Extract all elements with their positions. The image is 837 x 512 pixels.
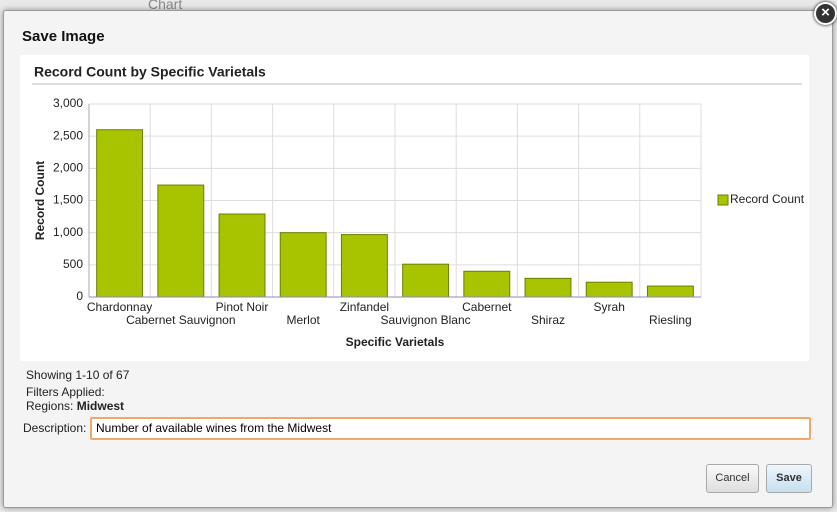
x-tick-label: Syrah bbox=[594, 300, 625, 314]
chart-panel: Record Count by Specific Varietals 0 500 1,… bbox=[20, 55, 809, 361]
filter: Regions: Midwest bbox=[26, 399, 124, 413]
chart: Record Count by Specific Varietals 0 500 1,… bbox=[32, 64, 805, 349]
background-title: Chart bbox=[148, 0, 183, 12]
x-tick-label: Zinfandel bbox=[340, 300, 389, 314]
y-tick-label: 2,000 bbox=[53, 161, 83, 175]
y-tick-label: 1,000 bbox=[53, 225, 83, 239]
filters-heading: Filters Applied: bbox=[26, 385, 105, 399]
legend-swatch bbox=[717, 194, 729, 206]
bar bbox=[340, 234, 388, 298]
x-tick-label: Cabernet bbox=[462, 300, 512, 314]
chart-title: Record Count by Specific Varietals bbox=[34, 64, 266, 80]
legend-label: Record Count bbox=[730, 192, 805, 206]
x-axis-label: Specific Varietals bbox=[346, 335, 445, 349]
filter-value: Midwest bbox=[76, 399, 125, 413]
y-tick-label: 2,500 bbox=[53, 128, 83, 142]
filter-label: Regions: bbox=[26, 399, 74, 413]
x-tick-label: Shiraz bbox=[531, 313, 565, 327]
y-tick-label: 500 bbox=[63, 257, 83, 271]
y-tick-label: 1,500 bbox=[53, 193, 83, 207]
showing-text: Showing 1-10 of 67 bbox=[26, 368, 130, 382]
y-tick-label: 0 bbox=[76, 289, 83, 303]
bar bbox=[157, 184, 205, 298]
x-tick-label: Chardonnay bbox=[87, 300, 152, 314]
bar bbox=[585, 281, 633, 298]
description-label: Description: bbox=[23, 421, 87, 435]
x-tick-label: Pinot Noir bbox=[216, 300, 269, 314]
bar bbox=[463, 270, 511, 298]
x-tick-label: Merlot bbox=[287, 313, 321, 327]
dialog-title: Save Image bbox=[22, 28, 105, 45]
x-tick-label: Riesling bbox=[649, 313, 692, 327]
y-tick-label: 3,000 bbox=[53, 96, 83, 110]
bar bbox=[96, 129, 144, 298]
dialog: Save Image Record Count by Specific Vari… bbox=[3, 10, 833, 508]
bar bbox=[646, 285, 694, 298]
bar bbox=[524, 277, 572, 298]
bar bbox=[279, 232, 327, 298]
description-input[interactable]: Number of available wines from the Midwe… bbox=[90, 417, 811, 440]
x-tick-label: Cabernet Sauvignon bbox=[126, 313, 235, 327]
close-button[interactable]: × bbox=[814, 2, 837, 25]
save-button[interactable]: Save bbox=[766, 464, 812, 493]
bar bbox=[218, 213, 266, 298]
bar bbox=[402, 263, 450, 298]
cancel-button[interactable]: Cancel bbox=[706, 464, 759, 493]
x-tick-label: Sauvignon Blanc bbox=[381, 313, 471, 327]
y-axis-label: Record Count bbox=[33, 161, 47, 240]
